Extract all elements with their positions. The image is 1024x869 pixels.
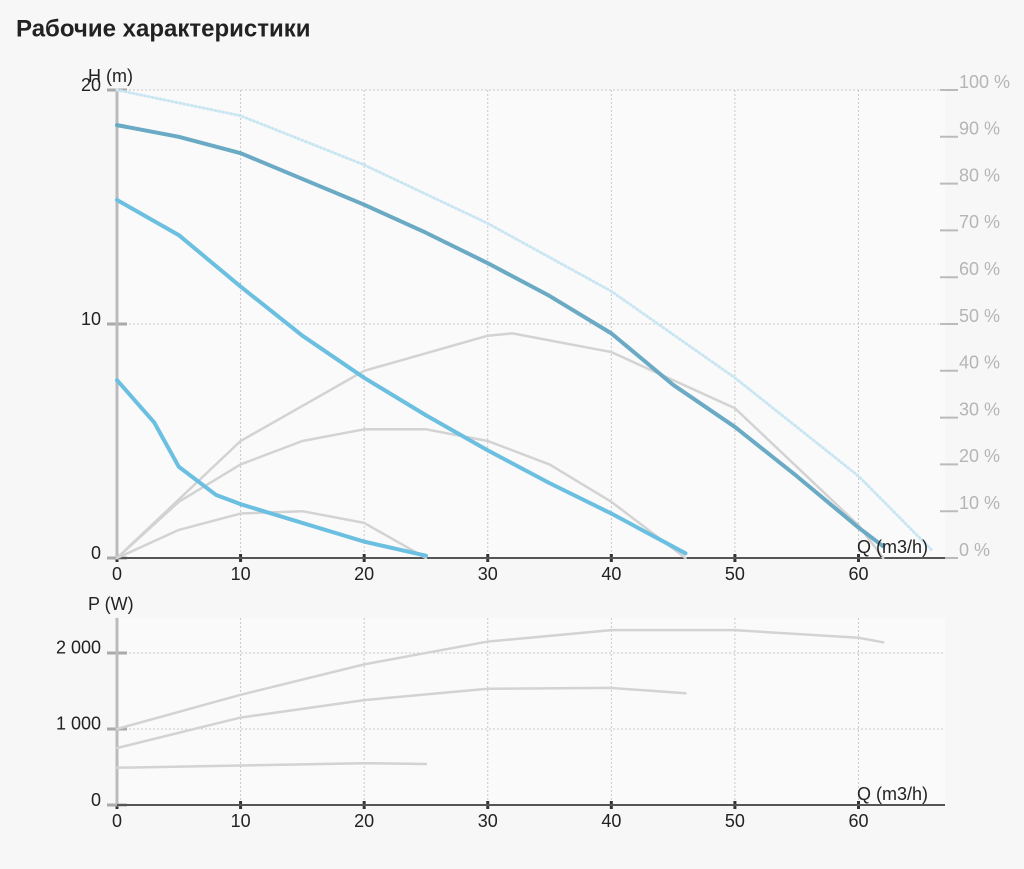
x-axis-label: Q (m3/h)	[857, 537, 928, 557]
y-tick-label: 20	[81, 75, 101, 95]
x-tick-label: 0	[112, 564, 122, 584]
x-tick-label: 60	[848, 564, 868, 584]
y-tick-label: 1 000	[56, 714, 101, 734]
y-axis-label: H (m)	[88, 66, 133, 86]
x-tick-label: 20	[354, 811, 374, 831]
series-line	[115, 123, 886, 549]
page-title: Рабочие характеристики	[16, 15, 310, 42]
x-tick-label: 50	[725, 564, 745, 584]
y2-tick-label: 0 %	[959, 540, 990, 560]
x-tick-label: 10	[231, 564, 251, 584]
y2-tick-label: 100 %	[959, 72, 1010, 92]
x-tick-label: 30	[478, 811, 498, 831]
y2-tick-label: 10 %	[959, 493, 1000, 513]
y2-tick-label: 20 %	[959, 446, 1000, 466]
x-tick-label: 30	[478, 564, 498, 584]
y-tick-label: 0	[91, 543, 101, 563]
x-tick-label: 40	[601, 564, 621, 584]
y2-tick-label: 60 %	[959, 259, 1000, 279]
series-line	[115, 332, 885, 560]
x-tick-label: 40	[601, 811, 621, 831]
y-axis-label: P (W)	[88, 594, 134, 614]
y2-tick-label: 80 %	[959, 165, 1000, 185]
series-line	[115, 428, 687, 560]
x-tick-label: 10	[231, 811, 251, 831]
y2-tick-label: 50 %	[959, 306, 1000, 326]
series-line	[115, 197, 688, 556]
series-line	[115, 686, 687, 750]
y2-tick-label: 40 %	[959, 353, 1000, 373]
y2-tick-label: 30 %	[959, 399, 1000, 419]
y-tick-label: 0	[91, 790, 101, 810]
y2-tick-label: 90 %	[959, 119, 1000, 139]
y-tick-label: 2 000	[56, 638, 101, 658]
y-tick-label: 10	[81, 309, 101, 329]
x-tick-label: 0	[112, 811, 122, 831]
x-tick-label: 50	[725, 811, 745, 831]
plot-area	[117, 618, 945, 805]
x-axis-label: Q (m3/h)	[857, 784, 928, 804]
y2-tick-label: 70 %	[959, 212, 1000, 232]
series-line	[115, 88, 935, 553]
x-tick-label: 20	[354, 564, 374, 584]
series-line	[115, 628, 885, 731]
series-line	[115, 378, 428, 558]
series-line	[115, 761, 428, 770]
x-tick-label: 60	[848, 811, 868, 831]
